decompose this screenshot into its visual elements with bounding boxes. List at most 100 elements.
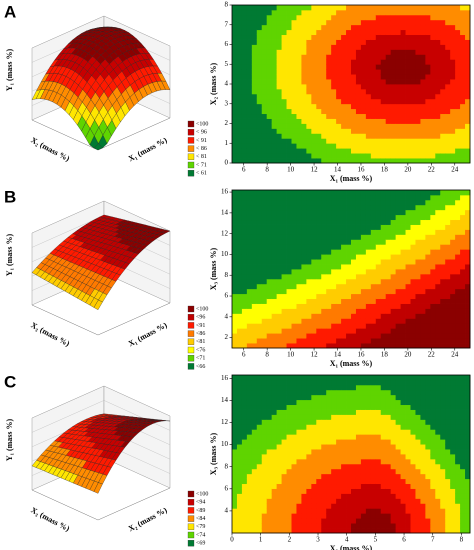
contour-cell <box>241 133 248 139</box>
contour-cell <box>316 303 322 309</box>
contour-cell <box>291 288 297 295</box>
contour-cell <box>420 288 426 295</box>
contour-cell <box>410 88 416 95</box>
contour-cell <box>360 204 367 211</box>
contour-cell <box>281 190 287 196</box>
contour-cell <box>306 429 312 435</box>
contour-cell <box>281 269 287 275</box>
contour-cell <box>241 323 248 329</box>
contour-cell <box>360 69 367 75</box>
contour-cell <box>321 69 327 75</box>
contour-cell <box>296 439 302 445</box>
contour-cell <box>232 498 238 504</box>
contour-cell <box>435 148 441 154</box>
contour-cell <box>415 278 421 285</box>
contour-cell <box>301 219 307 225</box>
contour-cell <box>420 478 426 485</box>
contour-cell <box>360 234 367 240</box>
contour-cell <box>326 153 332 159</box>
contour-cell <box>291 49 297 55</box>
contour-cell <box>460 259 466 265</box>
contour-cell <box>410 64 416 70</box>
contour-cell <box>425 118 431 124</box>
contour-cell <box>455 273 461 280</box>
contour-cell <box>440 34 446 40</box>
contour-cell <box>385 209 392 216</box>
contour-cell <box>236 444 243 450</box>
contour-cell <box>232 229 238 235</box>
contour-cell <box>271 419 278 425</box>
contour-cell <box>351 9 357 16</box>
contour-cell <box>236 54 243 60</box>
contour-cell <box>410 84 416 90</box>
contour-cell <box>301 199 307 206</box>
contour-cell <box>341 434 347 440</box>
contour-cell <box>370 209 377 216</box>
contour-cell <box>291 513 297 519</box>
contour-cell <box>232 118 238 124</box>
contour-cell <box>236 288 243 295</box>
contour-cell <box>445 264 451 270</box>
contour-cell <box>286 74 292 80</box>
contour-cell <box>291 123 297 129</box>
contour-cell <box>236 194 243 201</box>
contour-cell <box>360 34 367 40</box>
contour-cell <box>266 323 273 329</box>
contour-cell <box>251 24 258 31</box>
contour-cell <box>365 434 372 440</box>
contour-cell <box>460 158 466 164</box>
contour-cell <box>271 458 278 465</box>
contour-cell <box>256 269 263 275</box>
contour-cell <box>296 64 302 70</box>
contour-cell <box>296 143 302 149</box>
contour-cell <box>266 254 273 260</box>
contour-cell <box>311 39 317 45</box>
contour-cell <box>415 473 421 480</box>
contour-cell <box>445 190 451 196</box>
contour-cell <box>450 229 456 235</box>
contour-cell <box>291 138 297 144</box>
surface-cell <box>93 299 103 311</box>
contour-cell <box>360 323 367 329</box>
contour-cell <box>355 458 362 465</box>
contour-cell <box>395 239 401 245</box>
contour-cell <box>246 384 253 391</box>
contour-cell <box>276 113 282 119</box>
contour-cell <box>365 458 372 465</box>
contour-cell <box>385 313 392 319</box>
contour-cell <box>450 128 456 134</box>
contour-cell <box>450 118 456 124</box>
contour-cell <box>460 278 466 285</box>
contour-cell <box>460 308 466 314</box>
contour-cell <box>420 234 426 240</box>
contour-cell <box>336 483 342 489</box>
contour-cell <box>440 24 446 31</box>
contour-cell <box>365 34 372 40</box>
contour-cell <box>241 473 248 480</box>
contour-cell <box>336 323 342 329</box>
contour-cell <box>301 389 307 396</box>
contour-cell <box>360 44 367 50</box>
contour-cell <box>370 343 377 349</box>
contour-cell <box>341 234 347 240</box>
contour-cell <box>271 204 278 211</box>
contour-cell <box>321 44 327 50</box>
contour-cell <box>415 409 421 415</box>
contour-cell <box>276 49 282 55</box>
contour-cell <box>346 343 352 349</box>
contour-cell <box>296 463 302 470</box>
contour-cell <box>420 269 426 275</box>
contour-cell <box>336 214 342 221</box>
contour-cell <box>445 239 451 245</box>
contour-cell <box>321 190 327 196</box>
contour-cell <box>465 74 471 80</box>
contour-cell <box>425 229 431 235</box>
contour-cell <box>256 273 263 280</box>
contour-cell <box>360 214 367 221</box>
contour-cell <box>291 424 297 430</box>
contour-cell <box>400 458 406 465</box>
contour-cell <box>336 34 342 40</box>
contour-cell <box>256 298 263 304</box>
contour-cell <box>256 249 263 255</box>
contour-cell <box>291 414 297 420</box>
